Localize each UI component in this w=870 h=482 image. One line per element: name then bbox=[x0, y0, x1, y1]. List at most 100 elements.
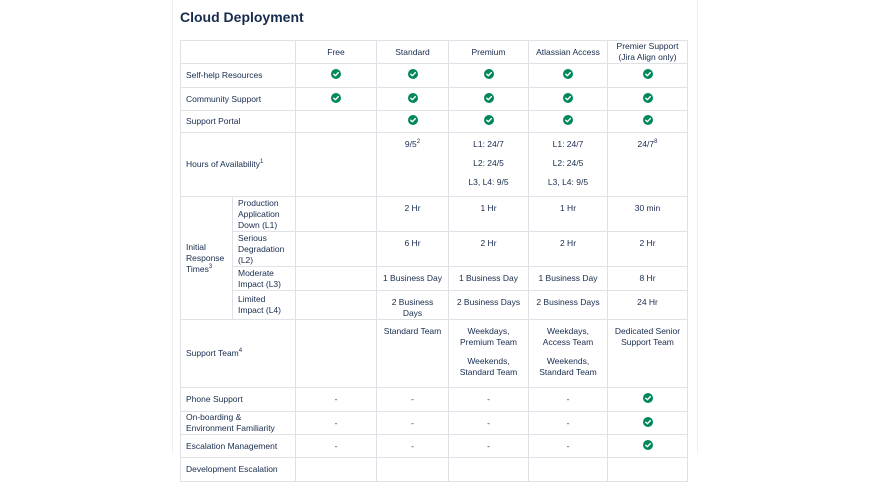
row-label: Production Application Down (L1) bbox=[232, 196, 296, 232]
row-label: Hours of Availability1 bbox=[180, 132, 296, 197]
group-label: Initial Response Times3 bbox=[180, 196, 233, 320]
table-row: Phone Support - - - - bbox=[180, 387, 688, 412]
table-row: Support Portal bbox=[180, 110, 688, 133]
row-label: Community Support bbox=[180, 87, 296, 111]
cell bbox=[295, 132, 377, 197]
cell-line: L2: 24/5 bbox=[552, 158, 584, 168]
row-label-text: Development Escalation bbox=[186, 464, 278, 474]
cell bbox=[607, 63, 688, 88]
cell bbox=[528, 110, 608, 133]
cell: Standard Team bbox=[376, 319, 449, 388]
check-icon bbox=[483, 92, 494, 103]
table-row: Escalation Management - - - - bbox=[180, 434, 688, 458]
cell-text: 30 min bbox=[634, 203, 661, 213]
cell-text: 1 Business Day bbox=[382, 273, 443, 283]
cell: 1 Business Day bbox=[376, 266, 449, 291]
row-label-text: Community Support bbox=[186, 93, 262, 104]
cell-line: L1: 24/7 bbox=[473, 139, 504, 149]
footnote-ref: 1 bbox=[260, 159, 264, 166]
cell-line: Weekends, Standard Team bbox=[539, 356, 597, 377]
check-icon bbox=[642, 393, 653, 403]
cell-line: Weekdays, Access Team bbox=[542, 326, 594, 347]
cell-text: 24/7 bbox=[637, 139, 655, 149]
cell-text: - bbox=[411, 394, 414, 404]
cell: - bbox=[295, 434, 377, 458]
row-label: Limited Impact (L4) bbox=[232, 290, 296, 320]
check-icon bbox=[642, 439, 653, 450]
cell bbox=[295, 87, 377, 111]
cell-text: - bbox=[566, 418, 570, 428]
cell: 1 Hr bbox=[448, 196, 529, 232]
row-label-text: Self-help Resources bbox=[186, 70, 263, 80]
row-label: Self-help Resources bbox=[180, 63, 296, 88]
cell bbox=[295, 110, 377, 133]
check-icon bbox=[642, 69, 653, 79]
check-icon bbox=[483, 115, 494, 125]
cell bbox=[295, 319, 377, 388]
cell bbox=[607, 87, 688, 111]
check-icon bbox=[563, 69, 573, 79]
cell bbox=[295, 457, 377, 482]
cell: 2 Business Days bbox=[376, 290, 449, 320]
row-label: Escalation Management bbox=[180, 434, 296, 458]
table-row: Hours of Availability1 9/52 L1: 24/7 L2: 24… bbox=[180, 132, 688, 197]
cell bbox=[528, 87, 608, 111]
cell: - bbox=[376, 387, 449, 412]
check-icon bbox=[407, 115, 418, 125]
cell bbox=[376, 87, 449, 111]
footnote-ref: 4 bbox=[238, 348, 243, 355]
cell-text: 9/5 bbox=[404, 139, 417, 149]
cell: - bbox=[528, 387, 608, 412]
check-icon bbox=[331, 69, 341, 79]
cell-text: 2 Hr bbox=[404, 203, 421, 213]
cell-text: - bbox=[334, 441, 338, 451]
row-label-text: Escalation Management bbox=[186, 440, 278, 451]
cell bbox=[295, 231, 377, 267]
cell-text: - bbox=[411, 418, 414, 428]
cell-line: L3, L4: 9/5 bbox=[468, 177, 509, 187]
cell: 24/78 bbox=[607, 132, 688, 197]
cell-text: 1 Hr bbox=[559, 203, 577, 213]
cell: - bbox=[295, 387, 377, 412]
page: Cloud Deployment Free Standard Premium Atla… bbox=[172, 0, 698, 482]
cell bbox=[376, 110, 449, 133]
cell-text: - bbox=[566, 394, 570, 404]
row-label: Development Escalation bbox=[180, 457, 296, 482]
cell bbox=[295, 196, 377, 232]
cell bbox=[376, 457, 449, 482]
table-row: Support Team4 Standard Team Weekdays, Prem… bbox=[180, 319, 688, 388]
row-label-text: Moderate Impact (L3) bbox=[238, 267, 281, 289]
cell bbox=[607, 387, 688, 412]
cell-line: Weekends, Standard Team bbox=[459, 356, 518, 377]
cell bbox=[607, 434, 688, 458]
row-label: Support Portal bbox=[180, 110, 296, 133]
cell: - bbox=[376, 411, 449, 435]
cell bbox=[448, 63, 529, 88]
row-label: Phone Support bbox=[180, 387, 296, 412]
cell-text: Dedicated Senior Support Team bbox=[614, 326, 681, 347]
cell-text: 2 Business Days bbox=[536, 297, 600, 307]
table-body: Free Standard Premium Atlassian Access Premi… bbox=[180, 40, 688, 482]
cell-text: 2 Business Days bbox=[391, 297, 434, 318]
cell: 1 Hr bbox=[528, 196, 608, 232]
table-row: On-boarding & Environment Familiarity - - -… bbox=[180, 411, 688, 435]
check-icon bbox=[407, 92, 418, 103]
cell-text: 24 Hr bbox=[637, 297, 658, 307]
cell: 2 Hr bbox=[607, 231, 688, 267]
cell: - bbox=[528, 411, 608, 435]
row-label-text: Hours of Availability bbox=[186, 159, 261, 169]
check-icon bbox=[483, 69, 494, 79]
row-label: Serious Degradation (L2) bbox=[232, 231, 296, 267]
check-icon bbox=[563, 92, 573, 103]
cell: - bbox=[448, 387, 529, 412]
content-frame bbox=[172, 0, 698, 453]
sub-row: Initial Response Times3 Production Applic… bbox=[180, 196, 688, 320]
cell bbox=[295, 290, 377, 320]
check-icon bbox=[331, 92, 341, 103]
cell-text: - bbox=[411, 441, 414, 451]
row-label-text: Production Application Down (L1) bbox=[238, 197, 280, 230]
cell-text: 2 Hr bbox=[639, 238, 656, 248]
cell bbox=[448, 87, 529, 111]
check-icon bbox=[563, 115, 573, 125]
row-label-text: Support Portal bbox=[186, 116, 241, 126]
